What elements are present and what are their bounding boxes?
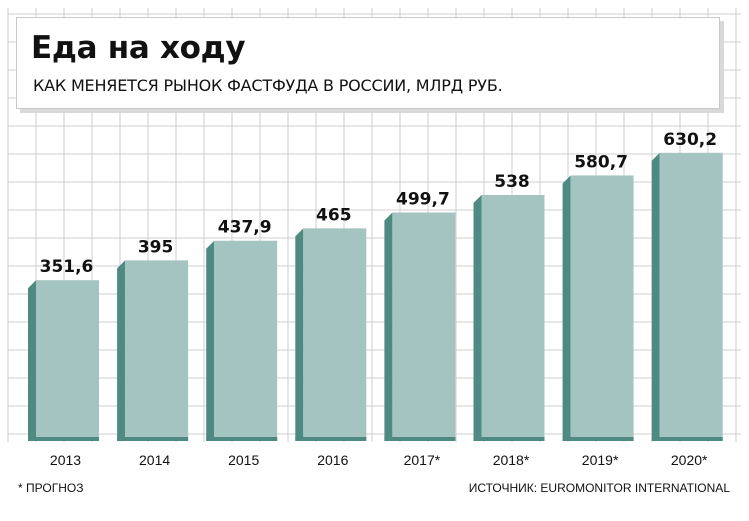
bar-side bbox=[384, 212, 393, 441]
bar-side bbox=[562, 175, 571, 441]
x-tick-label: 2015 bbox=[228, 452, 259, 468]
bar-base bbox=[651, 437, 723, 441]
bar-side bbox=[206, 240, 215, 441]
chart-subtitle: КАК МЕНЯЕТСЯ РЫНОК ФАСТФУДА В РОССИИ, МЛ… bbox=[33, 76, 503, 95]
bar-side bbox=[295, 228, 304, 441]
bar-base bbox=[28, 437, 99, 441]
bar bbox=[481, 194, 545, 441]
chart-bars bbox=[28, 152, 723, 441]
x-tick-label: 2016 bbox=[317, 452, 348, 468]
bar bbox=[36, 280, 99, 441]
data-label: 538 bbox=[494, 172, 530, 192]
bar-base bbox=[562, 437, 634, 441]
bar bbox=[570, 175, 634, 441]
bar bbox=[303, 228, 367, 441]
bar-base bbox=[206, 437, 278, 441]
data-label: 465 bbox=[316, 205, 352, 225]
bar-side bbox=[651, 152, 660, 441]
x-tick-label: 2013 bbox=[50, 452, 81, 468]
chart-title: Еда на ходу bbox=[31, 30, 246, 66]
bar-side bbox=[473, 194, 482, 441]
bar bbox=[659, 152, 723, 441]
bar bbox=[214, 240, 278, 441]
data-label: 499,7 bbox=[396, 189, 450, 209]
chart-header: Еда на ходу КАК МЕНЯЕТСЯ РЫНОК ФАСТФУДА … bbox=[16, 17, 720, 109]
data-label: 580,7 bbox=[574, 152, 628, 172]
x-tick-label: 2017* bbox=[404, 452, 441, 468]
bar-side bbox=[28, 280, 36, 441]
bar-side bbox=[117, 260, 126, 441]
bar bbox=[392, 212, 456, 441]
forecast-footnote: * ПРОГНОЗ bbox=[18, 481, 84, 495]
x-tick-label: 2020* bbox=[671, 452, 708, 468]
bar-base bbox=[384, 437, 456, 441]
x-tick-label: 2018* bbox=[493, 452, 530, 468]
bar-base bbox=[473, 437, 545, 441]
data-label: 395 bbox=[138, 237, 174, 257]
data-label: 351,6 bbox=[40, 257, 94, 277]
x-tick-label: 2019* bbox=[582, 452, 619, 468]
bar-base bbox=[295, 437, 367, 441]
x-tick-label: 2014 bbox=[139, 452, 170, 468]
source-note: ИСТОЧНИК: EUROMONITOR INTERNATIONAL bbox=[468, 481, 730, 495]
data-label: 437,9 bbox=[218, 218, 272, 238]
data-label: 630,2 bbox=[663, 130, 717, 150]
bar bbox=[125, 260, 189, 441]
bar-base bbox=[117, 437, 189, 441]
chart-labels: 351,6 2013 395 2014 437,9 2015 465 2016 499,7 201… bbox=[40, 130, 717, 468]
